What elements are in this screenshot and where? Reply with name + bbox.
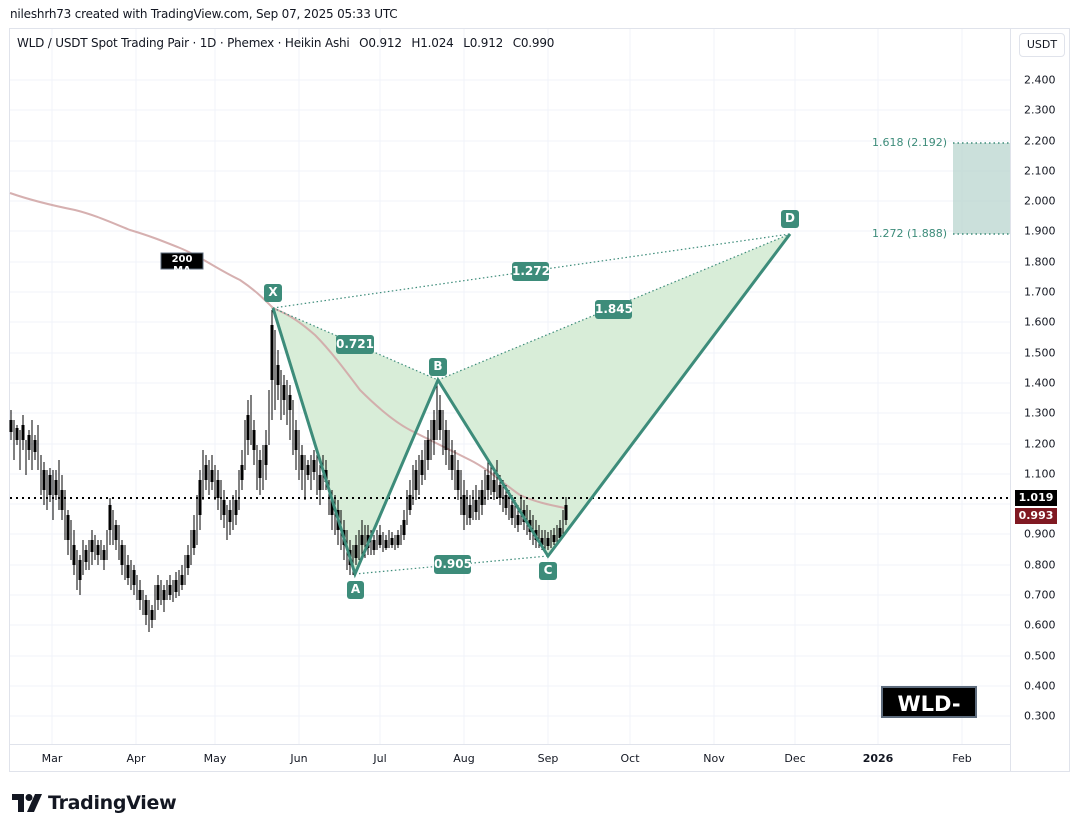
price-tick: 2.100 bbox=[1024, 164, 1056, 178]
tradingview-logo-icon bbox=[12, 794, 42, 812]
price-tick: 0.800 bbox=[1024, 558, 1056, 572]
symbol-legend: WLD / USDT Spot Trading Pair · 1D · Phem… bbox=[17, 36, 560, 50]
ratio-label-xd: 1.272 bbox=[512, 264, 550, 278]
point-label-b bbox=[429, 358, 447, 376]
ma-value-tag: 0.993 bbox=[1015, 508, 1057, 524]
point-label-c bbox=[539, 562, 557, 580]
ratio-label-ac: 0.905 bbox=[434, 557, 472, 571]
point-label-d bbox=[781, 210, 799, 228]
ratio-label-xd-bg bbox=[512, 262, 549, 281]
price-tick: 1.300 bbox=[1024, 406, 1056, 420]
candlesticks bbox=[9, 310, 568, 632]
legend-low: L0.912 bbox=[463, 36, 504, 50]
legend-high: H1.024 bbox=[411, 36, 454, 50]
attribution-text: nileshrh73 created with TradingView.com,… bbox=[10, 7, 398, 21]
point-x-text: X bbox=[268, 285, 278, 299]
time-tick-year: 2026 bbox=[862, 752, 894, 765]
pattern-bcd-fill bbox=[438, 234, 790, 556]
ma-label: 200 MA bbox=[171, 254, 193, 276]
point-c-text: C bbox=[543, 563, 553, 577]
legend-open: O0.912 bbox=[359, 36, 402, 50]
price-tick: 0.400 bbox=[1024, 679, 1056, 693]
point-a-text: A bbox=[350, 582, 361, 596]
price-tick: 0.700 bbox=[1024, 588, 1056, 602]
ratio-label-ac-bg bbox=[434, 555, 471, 574]
price-tick: 2.400 bbox=[1024, 73, 1056, 87]
point-label-a bbox=[347, 581, 364, 599]
price-tick: 1.700 bbox=[1024, 285, 1056, 299]
grid-horizontal bbox=[10, 79, 1010, 717]
time-tick: Sep bbox=[537, 752, 559, 765]
legend-symbol: WLD / USDT Spot Trading Pair · 1D · Phem… bbox=[17, 36, 350, 50]
price-tick: 0.600 bbox=[1024, 618, 1056, 632]
time-tick: Jun bbox=[290, 752, 308, 765]
tradingview-logo[interactable]: TradingView bbox=[12, 792, 177, 814]
chart-frame bbox=[9, 28, 1070, 772]
time-tick: Aug bbox=[453, 752, 475, 765]
symbol-badge: WLD-1D bbox=[881, 686, 977, 748]
target-upper-label: 1.618 (2.192) bbox=[872, 136, 948, 149]
time-tick: Oct bbox=[620, 752, 640, 765]
ratio-label-xb: 0.721 bbox=[336, 337, 374, 351]
currency-button[interactable]: USDT bbox=[1019, 33, 1065, 57]
time-tick: Nov bbox=[703, 752, 725, 765]
time-tick: Feb bbox=[952, 752, 972, 765]
price-tick: 1.400 bbox=[1024, 376, 1056, 390]
price-tick: 0.900 bbox=[1024, 527, 1056, 541]
price-tick: 2.300 bbox=[1024, 103, 1056, 117]
ma-label-bg bbox=[160, 252, 204, 270]
ratio-label-bd-bg bbox=[595, 300, 632, 319]
ratio-label-bd: 1.845 bbox=[595, 302, 633, 316]
tradingview-wordmark: TradingView bbox=[48, 792, 177, 814]
price-tick: 0.500 bbox=[1024, 649, 1056, 663]
time-tick: May bbox=[203, 752, 227, 765]
price-tick: 1.200 bbox=[1024, 437, 1056, 451]
price-tick: 1.100 bbox=[1024, 467, 1056, 481]
price-tick: 2.200 bbox=[1024, 134, 1056, 148]
price-tick: 1.900 bbox=[1024, 224, 1056, 238]
price-tick: 1.500 bbox=[1024, 346, 1056, 360]
price-tick: 0.300 bbox=[1024, 709, 1056, 723]
time-tick: Jul bbox=[373, 752, 387, 765]
price-axis-divider bbox=[1010, 28, 1011, 772]
time-tick: Mar bbox=[41, 752, 63, 765]
price-tick: 1.600 bbox=[1024, 315, 1056, 329]
ma-200-line bbox=[9, 192, 566, 509]
pattern-legs bbox=[271, 233, 792, 579]
target-lower-label: 1.272 (1.888) bbox=[872, 227, 948, 240]
point-d-text: D bbox=[785, 211, 795, 225]
time-tick: Apr bbox=[126, 752, 146, 765]
point-b-text: B bbox=[433, 359, 443, 373]
target-zone bbox=[953, 143, 1010, 234]
pattern-xab-fill bbox=[273, 308, 438, 574]
point-label-x bbox=[264, 284, 282, 302]
last-price-tag: 1.019 bbox=[1015, 490, 1057, 506]
time-axis-divider bbox=[9, 744, 1010, 745]
legend-close: C0.990 bbox=[512, 36, 555, 50]
price-tick: 2.000 bbox=[1024, 194, 1056, 208]
ratio-label-xb-bg bbox=[336, 335, 374, 354]
price-tick: 1.800 bbox=[1024, 255, 1056, 269]
time-tick: Dec bbox=[784, 752, 806, 765]
